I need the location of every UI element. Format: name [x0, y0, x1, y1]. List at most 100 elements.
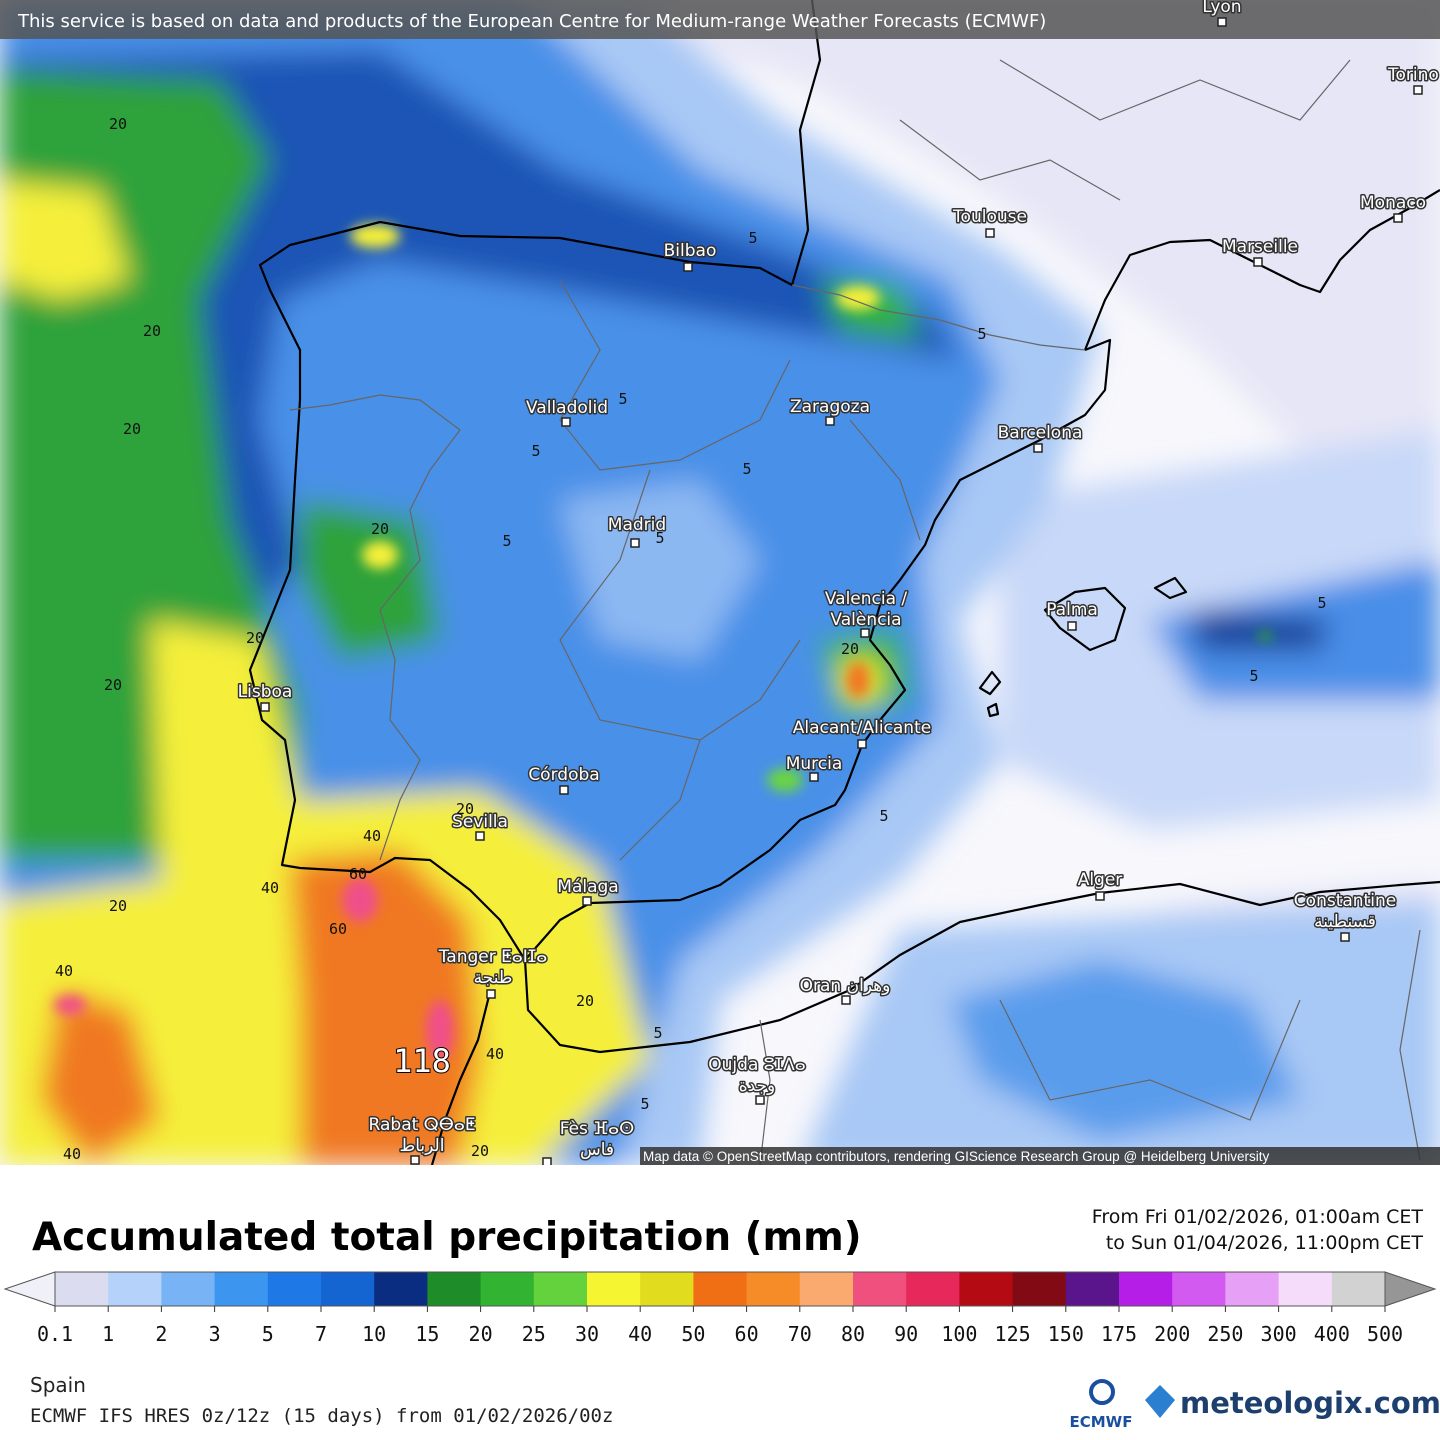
- city-marker: [1095, 891, 1105, 901]
- colorbar-tick-label: 15: [415, 1322, 439, 1346]
- colorbar-cell: [55, 1272, 109, 1306]
- contour-label: 60: [329, 920, 347, 938]
- city-label: وجدة: [739, 1076, 776, 1096]
- meteologix-icon: [1145, 1385, 1175, 1418]
- colorbar-cell: [1225, 1272, 1280, 1306]
- city-label: Lisboa: [238, 682, 293, 702]
- colorbar-cell: [374, 1272, 428, 1306]
- colorbar-tick-label: 100: [941, 1322, 977, 1346]
- period-start: From Fri 01/02/2026, 01:00am CET: [1092, 1206, 1424, 1228]
- colorbar-over: [1384, 1271, 1437, 1307]
- city-marker: [755, 1095, 765, 1105]
- colorbar-cell: [799, 1272, 854, 1306]
- colorbar: 0.1 1 2 3 5 7 10 15 20 25 30 40 50 60 70 80 90 100 125 150 1…: [3, 1271, 1437, 1346]
- legend: Accumulated total precipitation (mm) Fro…: [3, 1206, 1437, 1346]
- colorbar-cell: [906, 1272, 960, 1306]
- colorbar-tick-label: 250: [1207, 1322, 1243, 1346]
- colorbar-tick-label: 20: [469, 1322, 493, 1346]
- precip-spots: [54, 224, 1273, 1060]
- city-marker: [1067, 621, 1077, 631]
- city-label: Córdoba: [528, 765, 599, 785]
- contour-label: 5: [977, 325, 986, 343]
- contour-label: 5: [655, 529, 664, 547]
- city-marker: [860, 628, 870, 638]
- city-label: قسنطينة: [1314, 912, 1376, 932]
- city-label: Murcia: [786, 754, 843, 774]
- city-marker: [582, 896, 592, 906]
- city-marker: [841, 995, 851, 1005]
- city-marker: [1413, 85, 1423, 95]
- colorbar-tick-label: 50: [681, 1322, 705, 1346]
- colorbar-tick-label: 400: [1314, 1322, 1350, 1346]
- city-marker: [985, 228, 995, 238]
- contour-label: 5: [742, 460, 751, 478]
- city-label: Lyon: [1202, 0, 1241, 17]
- contour-label: 5: [653, 1024, 662, 1042]
- city-label: Oran وهران: [800, 976, 891, 996]
- city-label: Marseille: [1222, 237, 1298, 257]
- contour-label: 40: [363, 827, 381, 845]
- contour-label: 40: [63, 1145, 81, 1163]
- banner: This service is based on data and produc…: [17, 11, 1046, 32]
- contour-label: 5: [502, 532, 511, 550]
- city-label: Zaragoza: [790, 397, 870, 417]
- city-label: Valladolid: [526, 398, 608, 418]
- colorbar-cell: [1119, 1272, 1173, 1306]
- city-marker: [1393, 213, 1403, 223]
- contour-label: 20: [456, 800, 474, 818]
- colorbar-cell: [587, 1272, 641, 1306]
- contour-label: 5: [640, 1095, 649, 1113]
- contour-label: 20: [371, 520, 389, 538]
- city-label: Rabat ⵕⴱⴰⵟ: [369, 1115, 476, 1135]
- colorbar-cell: [1012, 1272, 1067, 1306]
- colorbar-tick-label: 125: [995, 1322, 1031, 1346]
- city-label: València: [830, 610, 901, 630]
- city-label: فاس: [580, 1140, 614, 1160]
- colorbar-cell: [427, 1272, 482, 1306]
- city-label: Alger: [1078, 870, 1123, 890]
- colorbar-cell: [108, 1272, 162, 1306]
- colorbar-cell: [533, 1272, 588, 1306]
- city-label: Málaga: [557, 877, 618, 897]
- colorbar-tick-label: 70: [788, 1322, 812, 1346]
- colorbar-tick-label: 2: [155, 1322, 167, 1346]
- contour-label: 60: [349, 865, 367, 883]
- colorbar-tick-label: 5: [262, 1322, 274, 1346]
- ecmwf-text: ECMWF: [1070, 1413, 1133, 1431]
- colorbar-tick-label: 60: [735, 1322, 759, 1346]
- contour-label: 40: [55, 962, 73, 980]
- colorbar-cell: [746, 1272, 801, 1306]
- colorbar-tick-label: 25: [522, 1322, 546, 1346]
- meteologix-logo: meteologix.com: [1145, 1385, 1440, 1420]
- city-marker: [486, 989, 496, 999]
- colorbar-tick-label: 90: [894, 1322, 918, 1346]
- city-marker: [1033, 443, 1043, 453]
- colorbar-cell: [1331, 1272, 1386, 1306]
- colorbar-cell: [267, 1272, 322, 1306]
- max-label: 118: [393, 1042, 451, 1080]
- colorbar-cell: [1278, 1272, 1333, 1306]
- iberia-atlantic-coast: [248, 233, 526, 961]
- contour-label: 20: [109, 897, 127, 915]
- cities: Lyon Torino Monaco Toulouse Marseille Bilbao V…: [236, 0, 1440, 1165]
- colorbar-cell: [1172, 1272, 1226, 1306]
- ecmwf-icon: [1089, 1379, 1115, 1405]
- mallorca: [1043, 586, 1127, 652]
- contour-label: 20: [104, 676, 122, 694]
- colorbar-tick-label: 150: [1048, 1322, 1084, 1346]
- model-info: ECMWF IFS HRES 0z/12z (15 days) from 01/…: [30, 1405, 613, 1427]
- city-label: Monaco: [1360, 193, 1426, 213]
- city-label: Madrid: [608, 515, 666, 535]
- city-marker: [1340, 932, 1350, 942]
- region-borders: [559, 59, 1421, 1161]
- city-label: Toulouse: [952, 207, 1027, 227]
- menorca: [1153, 576, 1188, 600]
- borders: [289, 59, 1421, 1165]
- city-marker: [260, 702, 270, 712]
- contour-labels: 20 20 20 20 20 20 20 20 20 20 20 5 5 5 5 5 5 5 5 5 5 5 5 40 40 40…: [55, 115, 1327, 1163]
- contour-label: 20: [576, 992, 594, 1010]
- legend-title: Accumulated total precipitation (mm): [32, 1215, 862, 1260]
- city-label: طنجة: [474, 968, 513, 988]
- city-marker: [542, 1157, 552, 1165]
- attribution: Map data © OpenStreetMap contributors, r…: [643, 1149, 1269, 1164]
